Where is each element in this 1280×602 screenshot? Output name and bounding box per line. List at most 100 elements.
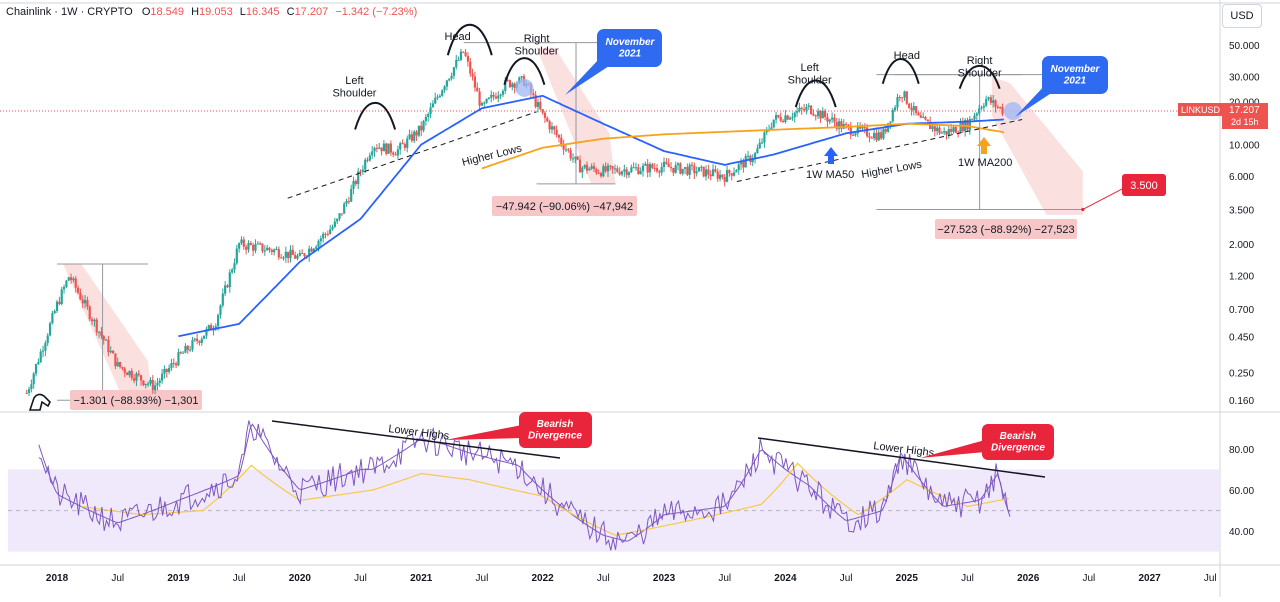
candle-body — [959, 122, 962, 133]
candle-body — [319, 238, 322, 242]
candle-body — [695, 171, 698, 174]
candle-body — [975, 113, 978, 116]
candle-body — [606, 165, 610, 172]
candle-body — [908, 103, 911, 108]
candle-body — [644, 163, 647, 166]
candle-body — [107, 339, 110, 353]
candle-body — [683, 167, 687, 169]
candle-body — [882, 129, 885, 139]
candle-body — [399, 143, 402, 150]
candle-body — [231, 269, 234, 273]
candle-body — [662, 161, 666, 168]
candle-body — [555, 129, 558, 136]
candle-body — [97, 331, 101, 333]
candle-body — [814, 115, 817, 117]
candle-body — [576, 156, 579, 160]
bearish-box-2[interactable] — [982, 424, 1054, 460]
candle-body — [676, 163, 680, 166]
candle-body — [840, 121, 843, 129]
november-marker-2 — [1004, 102, 1022, 121]
candle-body — [39, 351, 42, 363]
bearish-box-1[interactable] — [519, 412, 592, 448]
candle-body — [352, 180, 355, 189]
price-tick-label: 50.000 — [1229, 41, 1260, 52]
candle-body — [193, 338, 196, 341]
candle-body — [457, 59, 460, 61]
candle-body — [534, 94, 537, 107]
candle-body — [104, 339, 108, 341]
candle-body — [653, 167, 656, 169]
candle-body — [445, 80, 449, 87]
currency-button[interactable]: USD — [1222, 4, 1262, 28]
candle-body — [333, 221, 336, 227]
november-marker-1 — [515, 78, 534, 97]
candle-body — [863, 127, 866, 129]
candle-body — [200, 338, 203, 343]
candle-body — [679, 163, 682, 174]
target-label: 3.500 — [1130, 180, 1158, 192]
higher-lows-line-1 — [287, 111, 537, 199]
candle-body — [401, 143, 404, 145]
candle-body — [429, 107, 432, 114]
candle-body — [62, 286, 66, 290]
candle-body — [583, 164, 586, 168]
measure-1-label-bg — [70, 390, 202, 410]
candle-body — [233, 263, 236, 270]
candle-body — [394, 154, 397, 156]
candle-body — [506, 79, 509, 81]
dino-icon — [28, 393, 51, 411]
candle-body — [172, 363, 175, 365]
candle-body — [711, 169, 715, 177]
candle-body — [567, 149, 570, 151]
candle-body — [618, 171, 621, 175]
candle-body — [291, 249, 294, 255]
symbol-name[interactable]: Chainlink · 1W · CRYPTO — [6, 6, 133, 18]
candle-body — [298, 253, 301, 256]
candle-body — [966, 120, 969, 130]
candle-body — [144, 383, 147, 386]
time-tick-label: 2024 — [774, 573, 797, 584]
candle-body — [203, 335, 206, 339]
left-shoulder-arc-2 — [794, 79, 837, 108]
rsi-line-detail — [38, 420, 1011, 551]
candle-body — [739, 161, 743, 165]
candle-body — [191, 340, 194, 350]
candle-body — [184, 346, 187, 353]
november-bubble-2[interactable] — [1042, 56, 1108, 94]
candle-body — [866, 127, 869, 137]
rsi-tick-label: 40.00 — [1229, 527, 1254, 538]
candle-body — [368, 155, 371, 161]
candle-body — [690, 164, 694, 166]
candle-body — [660, 167, 663, 173]
candle-body — [697, 167, 701, 172]
candle-body — [242, 239, 245, 247]
candle-body — [795, 111, 799, 113]
right-shoulder-arc-1 — [503, 57, 546, 86]
price-tick-label: 30.000 — [1229, 73, 1260, 84]
candle-body — [252, 244, 255, 251]
november-bubble-1[interactable] — [597, 29, 662, 67]
candle-body — [380, 147, 383, 152]
candle-body — [366, 159, 369, 161]
candle-body — [347, 201, 350, 203]
candle-body — [721, 174, 724, 178]
candle-body — [466, 55, 470, 62]
candle-body — [364, 159, 367, 170]
candle-body — [823, 110, 827, 117]
candle-body — [926, 119, 929, 122]
candle-body — [585, 164, 589, 171]
candle-body — [238, 243, 241, 249]
measure-1-label: −1.301 (−88.93%) −1,301 — [73, 395, 198, 407]
candle-body — [132, 378, 136, 381]
candle-body — [574, 156, 577, 159]
candle-body — [301, 253, 304, 255]
candle-body — [284, 251, 287, 258]
candle-body — [196, 338, 199, 342]
candle-body — [88, 306, 91, 320]
candle-body — [835, 122, 838, 129]
price-tag-countdown: 2d 15h — [1231, 117, 1259, 127]
rsi-tick-label: 80.00 — [1229, 445, 1254, 456]
candle-body — [175, 363, 178, 366]
